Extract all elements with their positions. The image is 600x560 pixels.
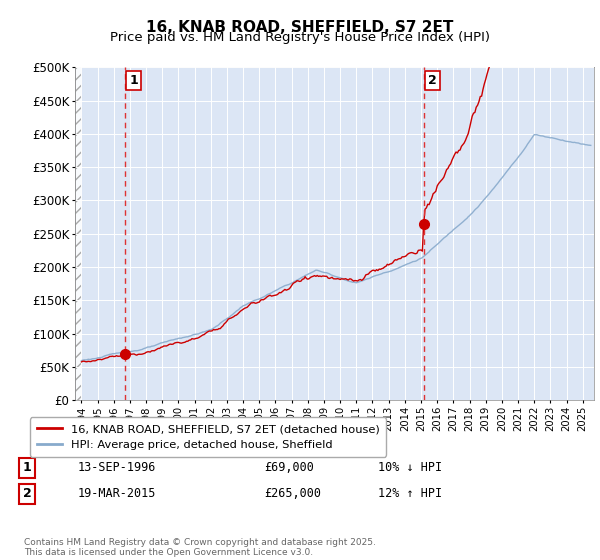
Text: 2: 2: [428, 74, 437, 87]
Bar: [75, 67, 82, 400]
Text: 10% ↓ HPI: 10% ↓ HPI: [378, 461, 442, 474]
Text: 1: 1: [23, 461, 31, 474]
Text: 1: 1: [130, 74, 138, 87]
Text: 19-MAR-2015: 19-MAR-2015: [78, 487, 157, 501]
Text: Contains HM Land Registry data © Crown copyright and database right 2025.
This d: Contains HM Land Registry data © Crown c…: [24, 538, 376, 557]
Text: 13-SEP-1996: 13-SEP-1996: [78, 461, 157, 474]
Text: Price paid vs. HM Land Registry's House Price Index (HPI): Price paid vs. HM Land Registry's House …: [110, 31, 490, 44]
Text: 2: 2: [23, 487, 31, 501]
Text: 12% ↑ HPI: 12% ↑ HPI: [378, 487, 442, 501]
Text: £265,000: £265,000: [264, 487, 321, 501]
Text: £69,000: £69,000: [264, 461, 314, 474]
Text: 16, KNAB ROAD, SHEFFIELD, S7 2ET: 16, KNAB ROAD, SHEFFIELD, S7 2ET: [146, 20, 454, 35]
Legend: 16, KNAB ROAD, SHEFFIELD, S7 2ET (detached house), HPI: Average price, detached : 16, KNAB ROAD, SHEFFIELD, S7 2ET (detach…: [29, 417, 386, 456]
